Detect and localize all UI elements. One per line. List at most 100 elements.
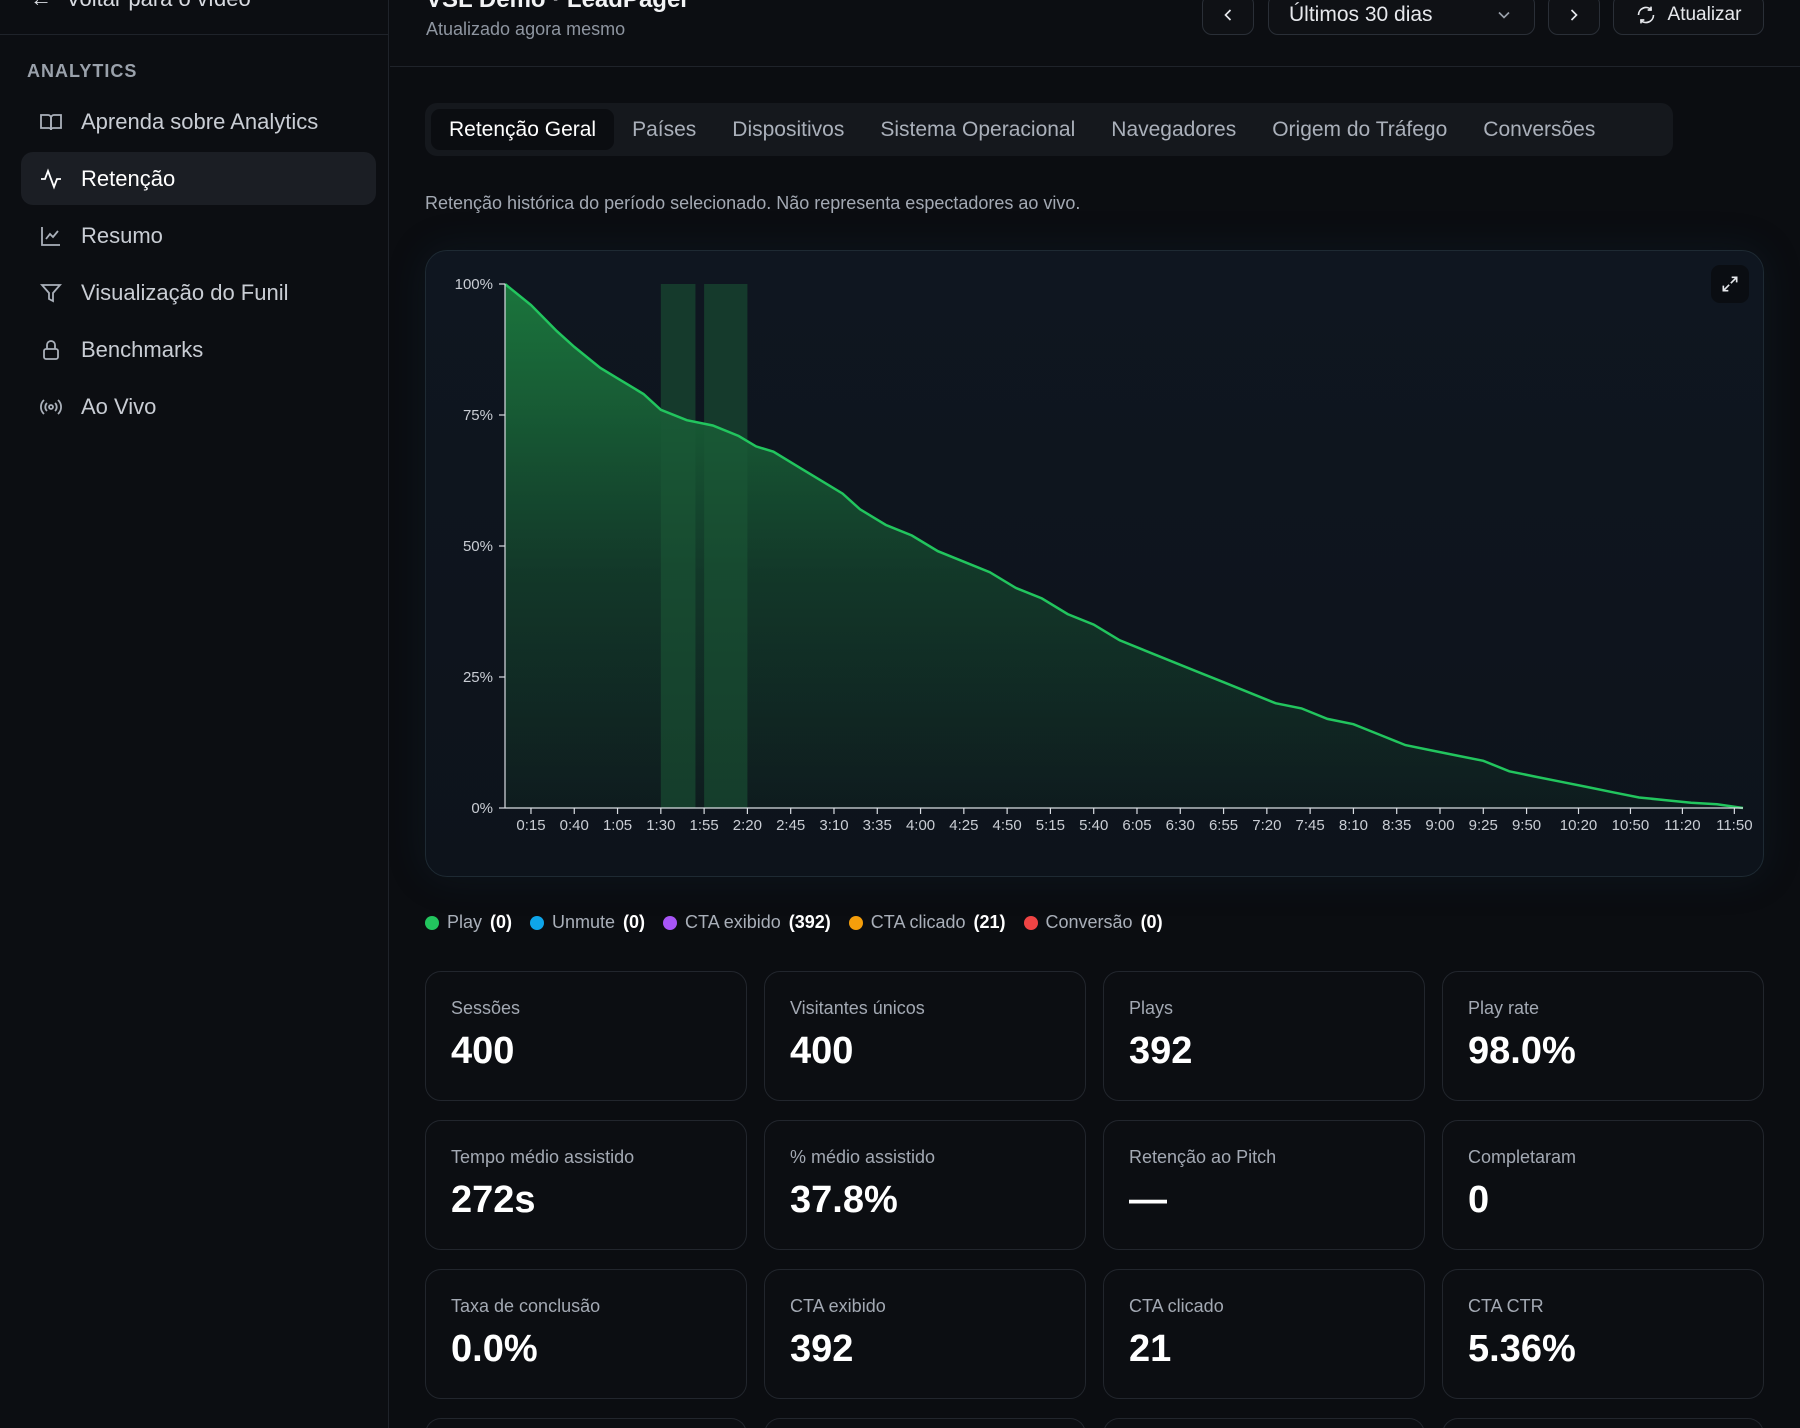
legend-dot xyxy=(848,915,863,930)
sidebar-item-label: Aprenda sobre Analytics xyxy=(81,108,319,134)
x-tick-label: 11:50 xyxy=(1716,817,1752,834)
x-tick-label: 9:00 xyxy=(1425,817,1454,834)
sidebar-item-live[interactable]: Ao Vivo xyxy=(21,380,376,433)
date-range-select[interactable]: Últimos 30 dias xyxy=(1268,0,1535,35)
x-tick-label: 4:50 xyxy=(993,817,1022,834)
y-tick-label: 75% xyxy=(463,407,493,424)
stat-card-cta-ctr: CTA CTR 5.36% xyxy=(1442,1269,1764,1399)
refresh-button[interactable]: Atualizar xyxy=(1613,0,1764,35)
stat-card xyxy=(1103,1418,1425,1428)
x-tick-label: 9:25 xyxy=(1469,817,1498,834)
highlight-band-1 xyxy=(704,284,748,808)
legend-dot xyxy=(663,915,678,930)
legend-label: CTA exibido xyxy=(685,912,781,932)
stat-value: — xyxy=(1129,1179,1167,1221)
retention-chart-card: 100% 75% 50% 25% 0% 0:15 0:40 1:05 1:30 1:55 2:20 2… xyxy=(425,250,1764,877)
refresh-label: Atualizar xyxy=(1667,3,1742,25)
legend-label: Conversão xyxy=(1045,912,1133,932)
retention-note: Retenção histórica do período selecionad… xyxy=(425,193,1081,213)
legend-count: (0) xyxy=(490,912,513,932)
tab-operating-system[interactable]: Sistema Operacional xyxy=(880,117,1076,141)
stat-value: 5.36% xyxy=(1468,1328,1576,1370)
sidebar-item-label: Benchmarks xyxy=(81,336,204,362)
legend-item-play[interactable]: Play (0) xyxy=(425,912,512,933)
legend-dot xyxy=(1023,915,1038,930)
page-title: VSL Demo · LeadPager xyxy=(426,0,690,14)
sidebar-item-summary[interactable]: Resumo xyxy=(21,209,376,262)
sidebar-nav: Aprenda sobre Analytics Retenção Resumo … xyxy=(21,95,376,437)
back-to-video-link[interactable]: ← Voltar para o vídeo xyxy=(30,0,251,12)
tab-countries[interactable]: Países xyxy=(632,117,697,141)
event-legend: Play (0) Unmute (0) CTA exibido (392) CT… xyxy=(425,912,1163,933)
chevron-down-icon xyxy=(1498,11,1510,19)
stat-card-completed: Completaram 0 xyxy=(1442,1120,1764,1250)
retention-line xyxy=(504,283,1744,810)
legend-count: (0) xyxy=(623,912,646,932)
tab-traffic-source[interactable]: Origem do Tráfego xyxy=(1272,117,1448,141)
arrow-left-icon: ← xyxy=(30,0,52,12)
legend-count: (0) xyxy=(1140,912,1163,932)
stat-card xyxy=(425,1418,747,1428)
divider xyxy=(0,34,389,35)
legend-item-cta-clicked[interactable]: CTA clicado (21) xyxy=(848,912,1006,933)
legend-count: (392) xyxy=(788,912,831,932)
sidebar-item-label: Resumo xyxy=(81,222,163,248)
sidebar-item-funnel[interactable]: Visualização do Funil xyxy=(21,266,376,319)
legend-label: Unmute xyxy=(552,912,616,932)
next-period-button[interactable] xyxy=(1548,0,1600,35)
funnel-icon xyxy=(40,283,62,302)
stat-value: 400 xyxy=(790,1030,854,1072)
stat-card xyxy=(764,1418,1086,1428)
expand-chart-button[interactable] xyxy=(1711,265,1749,303)
date-range-value: Últimos 30 dias xyxy=(1289,2,1433,26)
x-tick-label: 0:40 xyxy=(560,817,589,834)
x-tick-label: 4:00 xyxy=(906,817,935,834)
broadcast-icon xyxy=(40,398,62,415)
x-tick-label: 2:45 xyxy=(776,817,805,834)
stat-card-avg-watched-percent: % médio assistido 37.8% xyxy=(764,1120,1086,1250)
x-tick-label: 1:55 xyxy=(690,817,719,834)
legend-label: Play xyxy=(447,912,483,932)
legend-item-conversion[interactable]: Conversão (0) xyxy=(1023,912,1163,933)
x-tick-label: 5:15 xyxy=(1036,817,1065,834)
stat-card-pitch-retention: Retenção ao Pitch — xyxy=(1103,1120,1425,1250)
stat-label: CTA CTR xyxy=(1468,1296,1544,1316)
stat-label: Tempo médio assistido xyxy=(451,1147,635,1167)
sidebar-item-label: Ao Vivo xyxy=(81,393,157,419)
line-chart-icon xyxy=(41,226,60,246)
sidebar-item-benchmarks[interactable]: Benchmarks xyxy=(21,323,376,376)
x-tick-label: 0:15 xyxy=(516,817,545,834)
back-label: Voltar para o vídeo xyxy=(66,0,251,12)
chevron-right-icon xyxy=(1570,8,1578,21)
stat-value: 392 xyxy=(1129,1030,1193,1072)
x-tick-label: 10:20 xyxy=(1560,817,1598,834)
y-tick-label: 100% xyxy=(455,276,493,293)
tab-conversions[interactable]: Conversões xyxy=(1483,117,1596,141)
legend-item-unmute[interactable]: Unmute (0) xyxy=(530,912,645,933)
retention-chart[interactable]: 100% 75% 50% 25% 0% 0:15 0:40 1:05 1:30 1:55 2:20 2… xyxy=(426,251,1765,878)
stat-label: Visitantes únicos xyxy=(790,998,925,1018)
sidebar-item-retention[interactable]: Retenção xyxy=(21,152,376,205)
tab-browsers[interactable]: Navegadores xyxy=(1111,117,1237,141)
tab-retention-overall[interactable]: Retenção Geral xyxy=(431,109,615,150)
stat-value: 0.0% xyxy=(451,1328,538,1370)
x-tick-label: 3:35 xyxy=(863,817,892,834)
chevron-left-icon xyxy=(1224,8,1232,21)
stat-label: Completaram xyxy=(1468,1147,1577,1167)
x-tick-label: 1:05 xyxy=(603,817,632,834)
legend-item-cta-shown[interactable]: CTA exibido (392) xyxy=(663,912,831,933)
sidebar-item-learn-analytics[interactable]: Aprenda sobre Analytics xyxy=(21,95,376,148)
x-tick-label: 7:20 xyxy=(1252,817,1281,834)
stat-card-avg-watch-time: Tempo médio assistido 272s xyxy=(425,1120,747,1250)
section-label: ANALYTICS xyxy=(27,61,138,81)
stat-value: 392 xyxy=(790,1328,854,1370)
stat-value: 37.8% xyxy=(790,1179,898,1221)
previous-period-button[interactable] xyxy=(1202,0,1254,35)
stat-label: Sessões xyxy=(451,998,521,1018)
tab-devices[interactable]: Dispositivos xyxy=(732,117,845,141)
page-header: VSL Demo · LeadPager Atualizado agora me… xyxy=(390,0,1800,67)
stat-label: Taxa de conclusão xyxy=(451,1296,601,1316)
y-tick-label: 50% xyxy=(463,538,493,555)
x-tick-label: 3:10 xyxy=(819,817,848,834)
stat-value: 21 xyxy=(1129,1328,1172,1370)
